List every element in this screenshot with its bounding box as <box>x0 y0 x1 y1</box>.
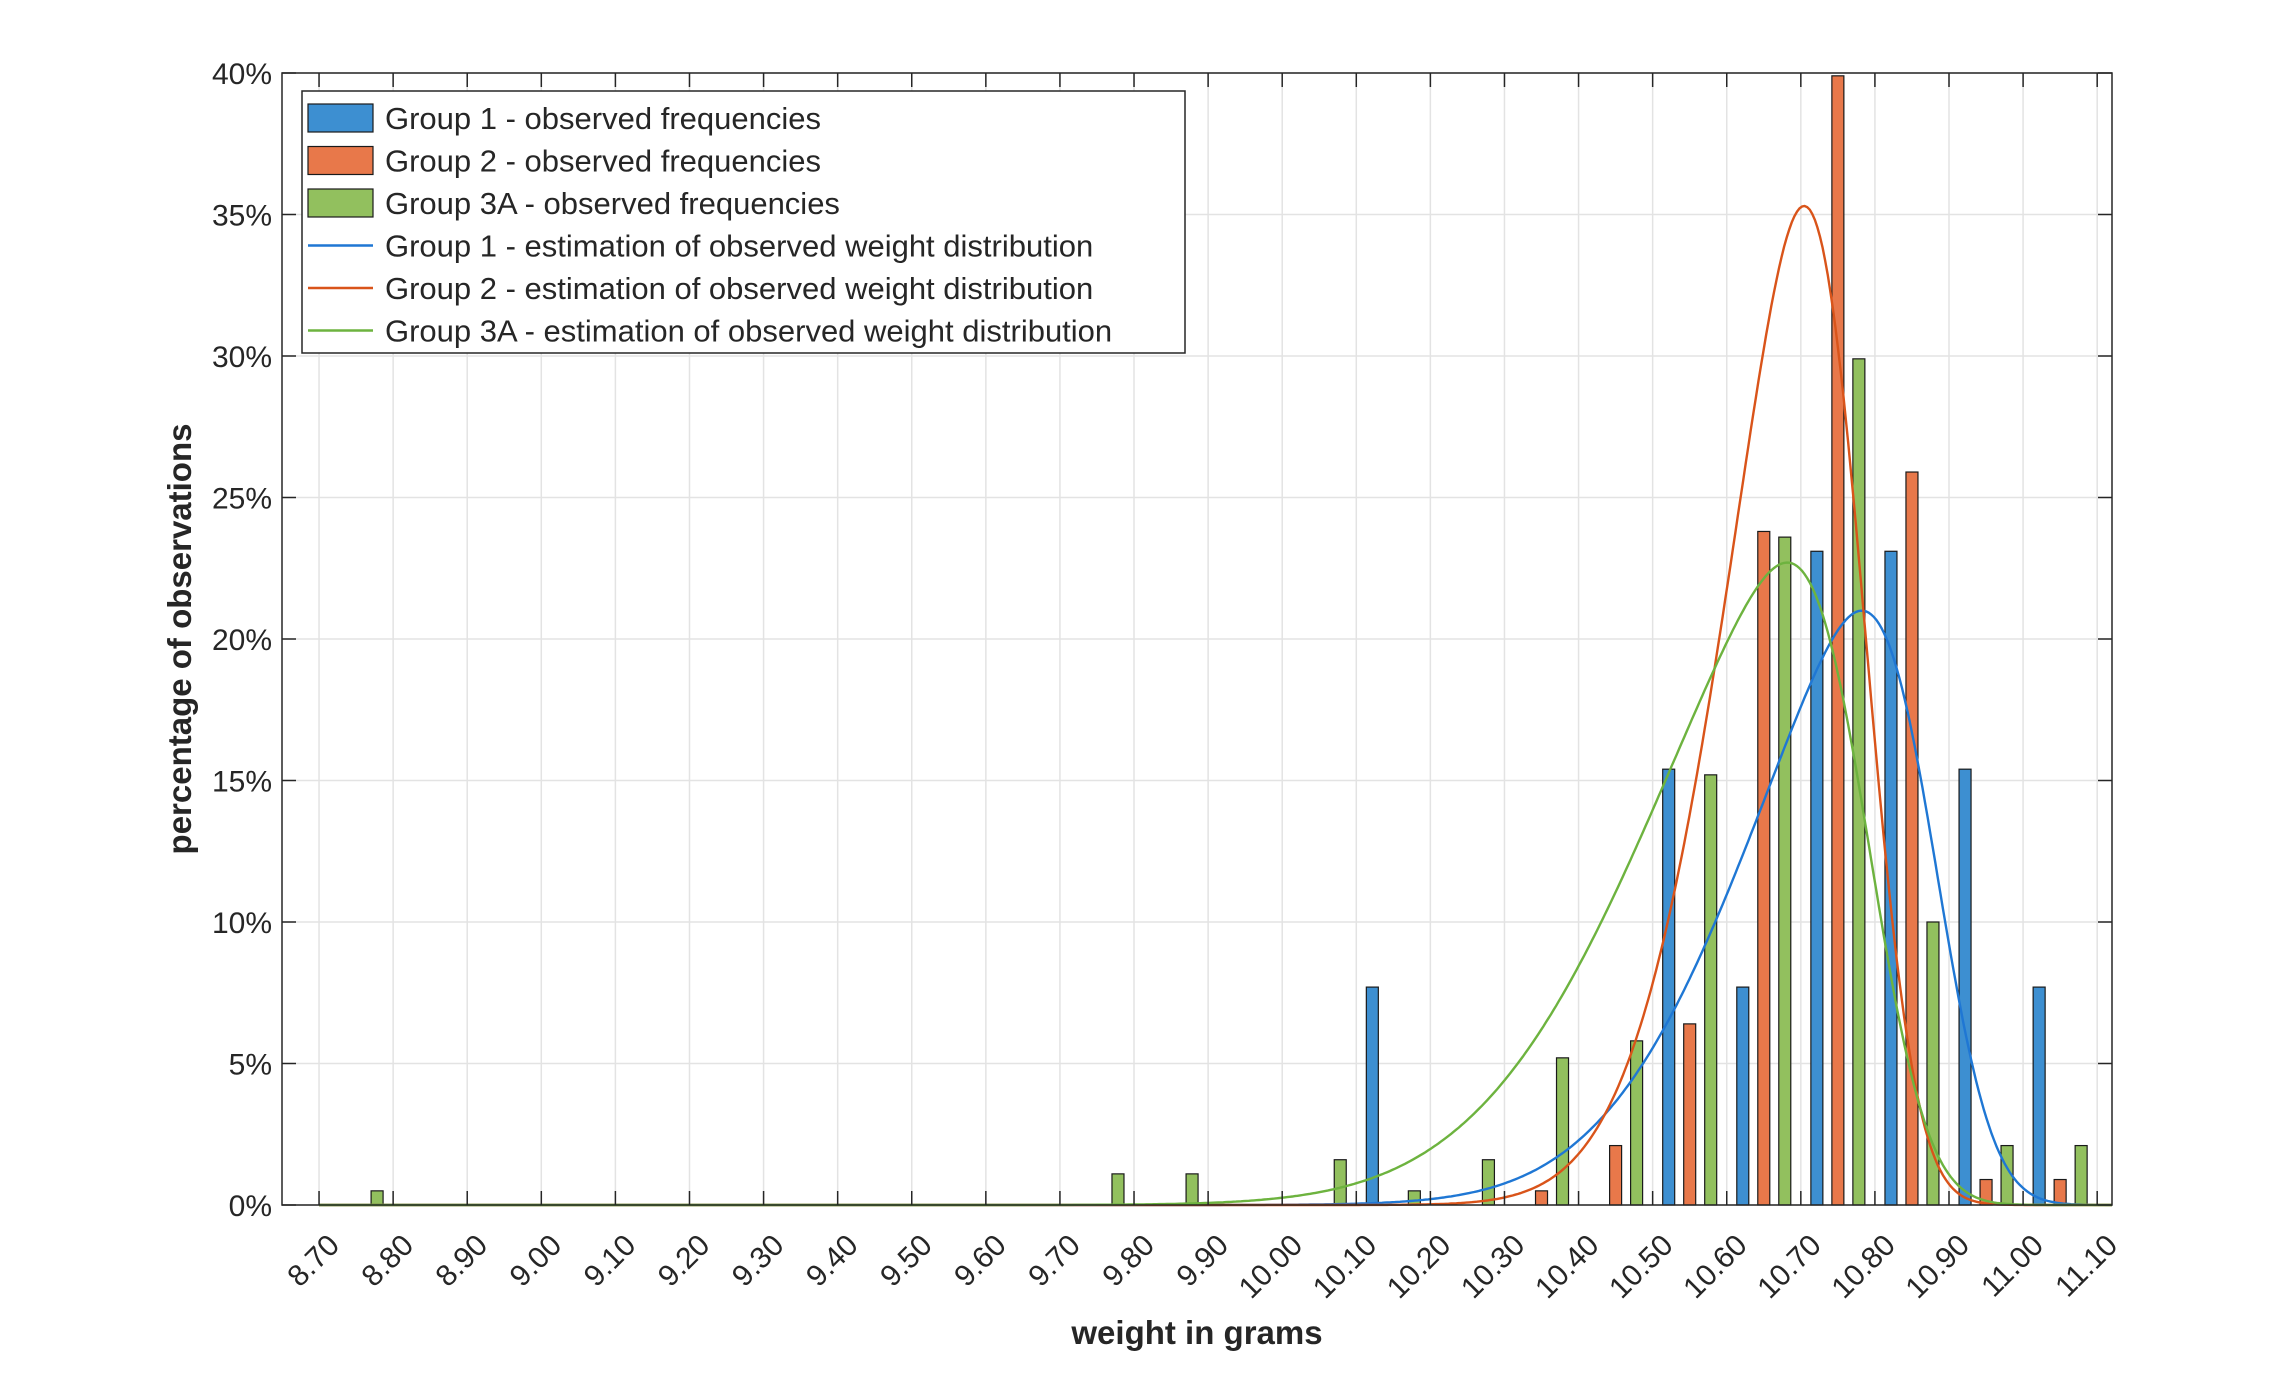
legend-label: Group 3A - estimation of observed weight… <box>385 314 1112 349</box>
legend-label: Group 1 - observed frequencies <box>385 101 821 136</box>
bar <box>1810 550 1824 1206</box>
y-tick-label: 30% <box>212 341 272 374</box>
bar <box>1831 75 1845 1206</box>
legend-swatch <box>307 145 374 176</box>
y-tick-label: 20% <box>212 624 272 657</box>
legend-label: Group 2 - estimation of observed weight … <box>385 271 1093 306</box>
bar <box>1111 1173 1125 1206</box>
legend: Group 1 - observed frequencies Group 2 - … <box>301 90 1186 354</box>
x-axis-title: weight in grams <box>1070 1314 1322 1351</box>
bar <box>1185 1173 1199 1206</box>
legend-label: Group 1 - estimation of observed weight … <box>385 229 1093 264</box>
y-tick-label: 25% <box>212 483 272 516</box>
bar <box>1778 536 1792 1206</box>
bar <box>1662 768 1676 1206</box>
bar <box>1609 1144 1623 1206</box>
y-tick-label: 40% <box>212 58 272 91</box>
y-tick-label: 35% <box>212 200 272 233</box>
bar <box>370 1190 384 1206</box>
legend-swatch <box>307 103 374 133</box>
bar <box>1704 774 1718 1206</box>
legend-label: Group 3A - observed frequencies <box>385 186 840 221</box>
bar <box>1555 1057 1570 1206</box>
bars <box>370 75 2088 1206</box>
bar <box>1736 986 1750 1206</box>
bar <box>1534 1190 1549 1206</box>
y-tick-label: 5% <box>229 1049 272 1082</box>
y-tick-label: 0% <box>229 1190 272 1223</box>
legend-box <box>301 90 1186 354</box>
bar <box>1757 530 1771 1206</box>
y-tick-label: 15% <box>212 766 272 799</box>
y-axis-title: percentage of observations <box>161 424 198 855</box>
bar <box>1365 986 1379 1206</box>
bar <box>1958 768 1972 1206</box>
bar <box>2053 1178 2067 1206</box>
bar <box>1407 1190 1421 1206</box>
legend-label: Group 2 - observed frequencies <box>385 144 821 179</box>
bar <box>1333 1159 1347 1206</box>
bar <box>2032 986 2046 1206</box>
bar <box>2074 1144 2088 1206</box>
y-axis-ticks: 0% 5% 10% 15% 20% 25% 30% 35% 40% <box>212 58 2112 1223</box>
legend-swatch <box>307 188 374 218</box>
y-tick-label: 10% <box>212 907 272 940</box>
bar <box>1481 1159 1496 1206</box>
bar <box>1683 1023 1697 1206</box>
